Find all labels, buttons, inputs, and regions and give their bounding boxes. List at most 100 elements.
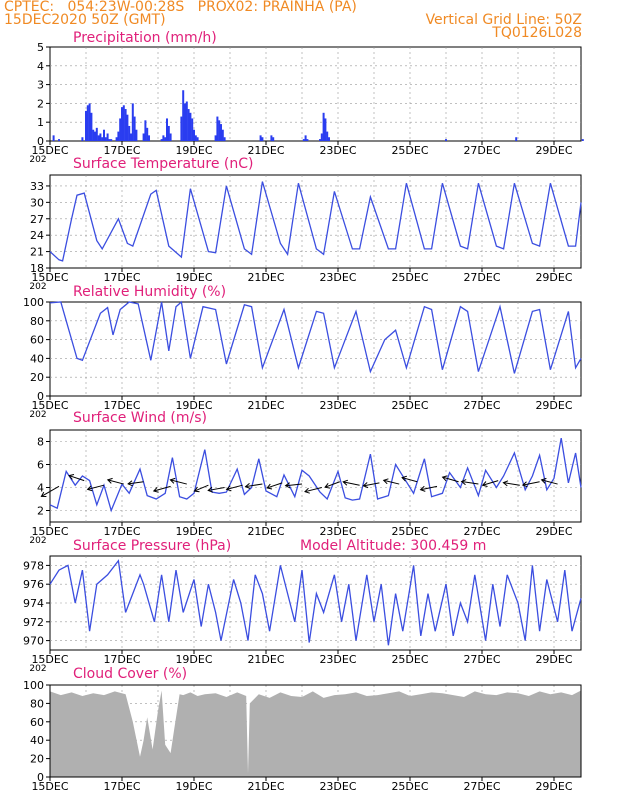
wind-vector — [343, 481, 360, 486]
precip-bar — [106, 133, 109, 141]
wind-arrowhead — [460, 479, 467, 486]
precip-bar — [304, 135, 307, 141]
precip-xtick-label: 29DEC — [535, 144, 572, 157]
cloud-title: Cloud Cover (%) — [73, 666, 187, 682]
rh-ytick-label: 0 — [37, 390, 44, 403]
cloud-ytick-label: 80 — [30, 697, 44, 710]
precip-bar — [128, 125, 131, 141]
temp-ytick-label: 21 — [30, 246, 44, 259]
precip-bar — [193, 129, 195, 141]
wind-vector — [442, 476, 459, 483]
pressure-annotation: Model Altitude: 300.459 m — [300, 538, 486, 554]
wind-vector — [208, 487, 225, 491]
precip-bar — [322, 112, 325, 141]
wind-xtick-label: 19DEC — [175, 525, 212, 538]
header-grid-line: Vertical Grid Line: 50Z — [425, 12, 582, 28]
precip-bar — [146, 127, 149, 141]
wind-xtick-label: 17DEC — [103, 525, 140, 538]
rh-line — [49, 300, 582, 374]
wind-arrowhead — [68, 474, 75, 480]
pressure-year-fragment: 202 — [29, 664, 46, 674]
precip-bar — [117, 131, 120, 141]
wind-ytick-label: 8 — [37, 436, 44, 449]
precip-bar — [261, 137, 264, 141]
wind-arrowhead — [304, 487, 310, 494]
wind-arrowhead — [106, 477, 113, 484]
precip-xtick-label: 23DEC — [319, 144, 356, 157]
pressure-ytick-label: 972 — [23, 616, 44, 629]
temp-ytick-label: 24 — [30, 229, 44, 242]
precip-xtick-label: 17DEC — [103, 144, 140, 157]
temp-xtick-label: 15DEC — [31, 271, 68, 284]
precip-bar — [81, 137, 84, 141]
precip-frame — [49, 46, 582, 142]
cloud-frame-top — [49, 684, 582, 778]
temp-line — [49, 181, 582, 262]
wind-line — [49, 437, 582, 513]
precip-ytick-label: 2 — [37, 97, 44, 110]
wind-arrowhead — [441, 475, 448, 482]
precip-bar — [328, 137, 330, 141]
wind-vector — [226, 484, 243, 490]
wind-xtick-label: 29DEC — [535, 525, 572, 538]
cloud-xtick-label: 19DEC — [175, 780, 212, 793]
wind-xtick-label: 21DEC — [247, 525, 284, 538]
precip-bar — [581, 139, 584, 141]
precip-bar — [445, 139, 447, 141]
rh-panel: 0 20 40 60 80 100 15DEC 17DEC 19DEC 21DEC 23DEC 25D… — [23, 284, 582, 420]
wind-arrowhead — [193, 486, 200, 493]
precip-bar — [221, 129, 224, 141]
precip-bar — [88, 103, 91, 141]
rh-ytick-label: 20 — [30, 371, 44, 384]
rh-xtick-label: 23DEC — [319, 399, 356, 412]
precip-bar — [86, 105, 89, 141]
rh-xtick-label: 15DEC — [31, 399, 68, 412]
temp-xtick-label: 17DEC — [103, 271, 140, 284]
precip-bar — [326, 131, 329, 141]
wind-vector — [482, 480, 499, 486]
precip-bar — [131, 103, 134, 141]
cloud-xtick-label: 25DEC — [391, 780, 428, 793]
precip-bar — [58, 139, 60, 141]
wind-arrowhead — [40, 491, 47, 497]
wind-arrowhead — [244, 483, 251, 489]
wind-vector — [266, 482, 283, 489]
rh-ytick-label: 100 — [23, 296, 44, 309]
rh-frame — [49, 301, 582, 397]
precip-xtick-label: 19DEC — [175, 144, 212, 157]
wind-arrowhead — [207, 486, 214, 493]
precip-bar — [216, 116, 219, 141]
header-model-id: TQ0126L028 — [492, 25, 582, 41]
precip-bar — [133, 116, 136, 141]
wind-ytick-label: 2 — [37, 505, 44, 518]
precip-bar — [319, 139, 321, 141]
wind-vector — [304, 487, 322, 493]
wind-arrowhead — [266, 483, 273, 490]
precip-bar — [194, 135, 197, 141]
precip-bar — [119, 118, 122, 141]
temp-ytick-label: 27 — [30, 213, 44, 226]
precip-bar — [196, 137, 199, 141]
precip-xtick-label: 27DEC — [463, 144, 500, 157]
wind-arrowhead — [382, 478, 389, 485]
precip-bar — [515, 137, 518, 141]
temp-xtick-label: 21DEC — [247, 271, 284, 284]
wind-xtick-label: 23DEC — [319, 525, 356, 538]
precip-year-fragment: 202 — [29, 155, 46, 165]
precip-bar — [104, 137, 107, 141]
pressure-ytick-label: 976 — [23, 578, 44, 591]
cloud-xtick-label: 27DEC — [463, 780, 500, 793]
precip-bar — [130, 133, 132, 141]
temp-xtick-label: 23DEC — [319, 271, 356, 284]
precip-bar — [184, 103, 186, 141]
precip-bar — [214, 135, 217, 141]
wind-vector — [461, 481, 479, 485]
cloud-ytick-label: 40 — [30, 734, 44, 747]
cloud-ytick-label: 60 — [30, 716, 44, 729]
wind-arrowhead — [225, 485, 232, 492]
precip-bar — [135, 129, 138, 141]
pressure-title: Surface Pressure (hPa) — [73, 538, 231, 554]
cloud-xtick-label: 21DEC — [247, 780, 284, 793]
wind-vector — [420, 485, 438, 491]
